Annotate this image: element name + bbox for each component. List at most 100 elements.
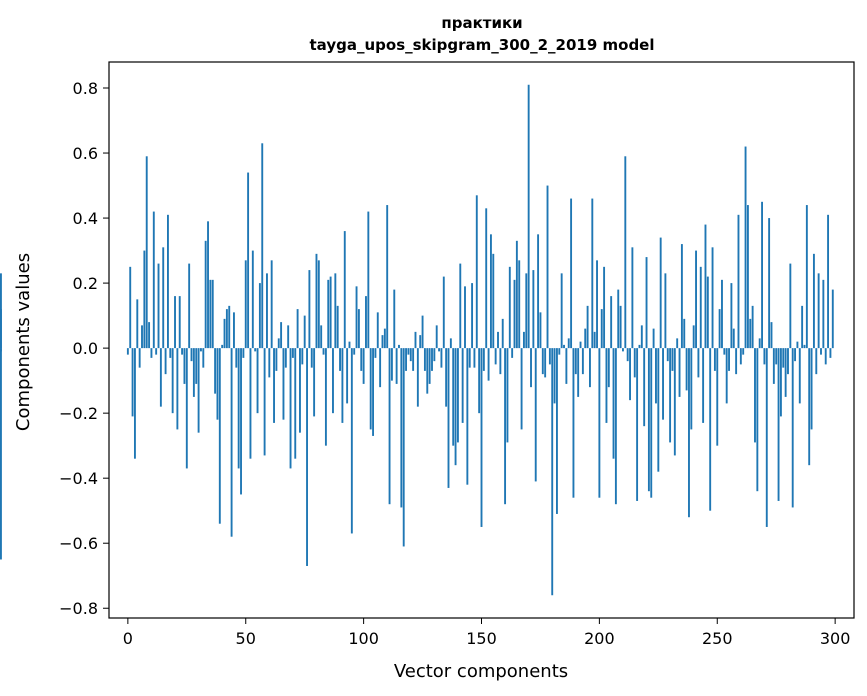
bar bbox=[728, 348, 730, 371]
bar bbox=[299, 348, 301, 433]
bar bbox=[192, 348, 195, 397]
bar bbox=[815, 348, 818, 375]
bar bbox=[355, 286, 358, 349]
bar bbox=[532, 270, 535, 349]
bar bbox=[336, 305, 339, 349]
bar bbox=[527, 84, 530, 349]
bar bbox=[518, 260, 521, 349]
bar bbox=[155, 348, 158, 355]
bar bbox=[362, 348, 365, 384]
bar bbox=[619, 305, 622, 349]
bar bbox=[178, 296, 181, 349]
bar bbox=[376, 312, 379, 349]
bar bbox=[487, 348, 490, 381]
bar bbox=[508, 266, 511, 349]
bar bbox=[322, 348, 325, 355]
bar bbox=[829, 348, 832, 358]
bar bbox=[711, 247, 714, 349]
bar bbox=[296, 309, 299, 349]
bar bbox=[315, 253, 318, 349]
bar bbox=[695, 250, 697, 349]
bar bbox=[584, 328, 587, 349]
bar bbox=[763, 348, 766, 365]
bar bbox=[393, 289, 396, 349]
bar bbox=[515, 240, 518, 349]
bar bbox=[626, 348, 629, 362]
bar bbox=[657, 348, 660, 472]
bar bbox=[768, 218, 771, 349]
bar bbox=[190, 348, 193, 362]
bar bbox=[589, 348, 591, 388]
bar bbox=[612, 348, 615, 459]
bar bbox=[240, 348, 242, 495]
bar bbox=[268, 348, 271, 378]
y-axis-label: Components values bbox=[13, 253, 34, 431]
bar bbox=[471, 283, 474, 349]
bar bbox=[284, 348, 287, 368]
bar bbox=[273, 348, 275, 423]
bar bbox=[423, 348, 426, 371]
bar bbox=[749, 318, 752, 349]
bar bbox=[143, 250, 146, 349]
bar bbox=[0, 348, 2, 352]
bar bbox=[506, 348, 509, 443]
bar bbox=[478, 348, 481, 414]
bar bbox=[287, 325, 290, 349]
bar bbox=[183, 348, 186, 384]
bar bbox=[713, 348, 716, 371]
bar bbox=[367, 211, 370, 349]
bar bbox=[320, 325, 323, 349]
bar bbox=[492, 253, 495, 349]
bar bbox=[579, 341, 582, 349]
bar bbox=[176, 348, 179, 430]
bar bbox=[539, 312, 542, 349]
bar bbox=[169, 348, 172, 358]
bar bbox=[197, 348, 200, 433]
bar bbox=[744, 146, 747, 349]
x-tick-label: 250 bbox=[702, 629, 733, 648]
bar bbox=[520, 348, 523, 430]
bar bbox=[777, 348, 780, 501]
bar bbox=[291, 348, 294, 358]
bar bbox=[438, 348, 441, 352]
bar bbox=[174, 296, 176, 349]
bar bbox=[480, 348, 483, 527]
bar bbox=[643, 348, 646, 427]
bar bbox=[497, 331, 499, 349]
bar bbox=[624, 156, 627, 349]
bar bbox=[339, 348, 341, 371]
bar bbox=[407, 348, 410, 355]
bar bbox=[381, 335, 384, 349]
bar bbox=[421, 315, 424, 349]
bar bbox=[772, 348, 775, 384]
bar bbox=[669, 348, 672, 443]
bar bbox=[341, 348, 344, 423]
bar bbox=[228, 305, 231, 349]
bar bbox=[548, 348, 551, 365]
bar bbox=[473, 348, 476, 368]
bar bbox=[195, 348, 198, 384]
y-tick-label: −0.8 bbox=[59, 599, 98, 618]
bar bbox=[822, 279, 825, 349]
bar bbox=[787, 348, 789, 375]
bar bbox=[369, 348, 372, 430]
bar bbox=[636, 348, 639, 501]
bar bbox=[313, 348, 316, 417]
bar bbox=[129, 266, 132, 349]
bar bbox=[622, 348, 624, 352]
bar bbox=[754, 348, 756, 443]
bar bbox=[419, 335, 422, 349]
bar bbox=[551, 348, 554, 596]
x-axis-ticks: 0 50 100 150 200 250 300 bbox=[123, 618, 850, 648]
bar bbox=[489, 234, 492, 349]
bar bbox=[600, 309, 603, 349]
bar bbox=[141, 325, 143, 349]
bar bbox=[765, 348, 768, 527]
bar bbox=[534, 348, 537, 482]
bar bbox=[452, 348, 455, 446]
bar bbox=[485, 208, 488, 349]
bar bbox=[541, 348, 544, 375]
bar bbox=[791, 348, 794, 508]
bar bbox=[225, 309, 228, 349]
bar bbox=[266, 273, 268, 349]
